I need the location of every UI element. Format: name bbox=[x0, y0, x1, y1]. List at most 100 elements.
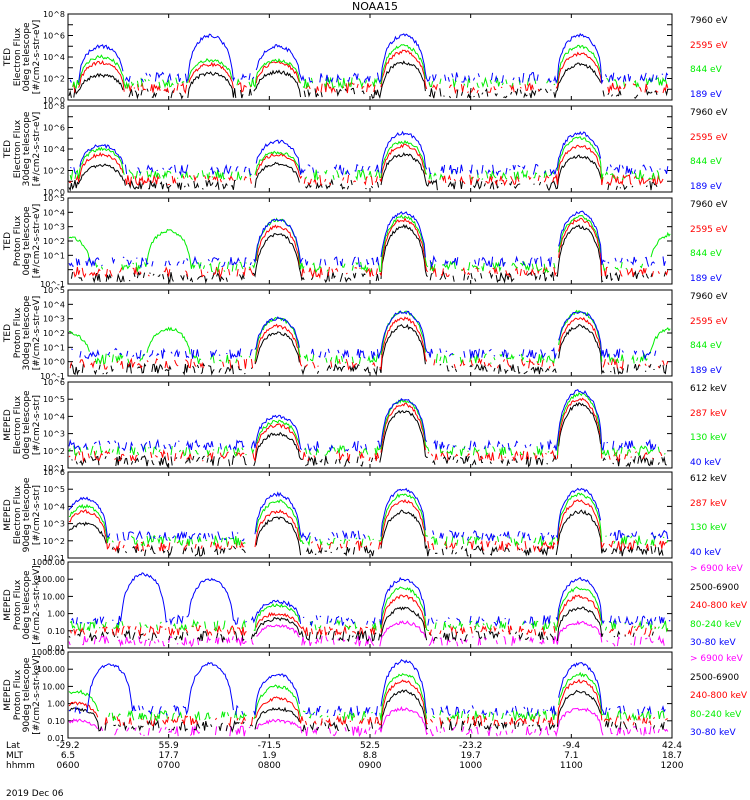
y-tick-label: 10^4 bbox=[43, 502, 65, 511]
y-axis-label: MEPED Electron Flux 0deg telescope [#/cm2-s… bbox=[3, 382, 42, 468]
y-axis-label-line: [#/cm2-s-str] bbox=[31, 394, 42, 456]
y-tick-label: 10^3 bbox=[43, 315, 65, 324]
series-line-189-ev bbox=[69, 32, 669, 85]
series-line-7960-ev bbox=[69, 153, 668, 190]
y-tick-label: 100.00 bbox=[37, 665, 65, 674]
x-tick-label: 0600 bbox=[56, 761, 80, 771]
legend-item: 844 eV bbox=[690, 157, 722, 168]
x-tick-label: 0700 bbox=[157, 761, 181, 771]
y-axis-label-line: [#/cm2-s-str-eV] bbox=[31, 295, 42, 371]
series-line-287-kev bbox=[68, 498, 667, 553]
y-tick-label: 10^1 bbox=[43, 251, 65, 260]
x-tick-label: 42.4 bbox=[661, 741, 683, 751]
series-line-844-ev bbox=[68, 309, 671, 365]
panel-frame bbox=[67, 561, 673, 649]
series-line-2500-6900 bbox=[69, 607, 670, 641]
legend-item: 287 keV bbox=[690, 408, 727, 419]
legend-item: 612 keV bbox=[690, 474, 727, 484]
y-tick-label: 0.01 bbox=[47, 644, 65, 653]
x-tick-label: 19.7 bbox=[460, 751, 481, 761]
y-tick-label: 10^5 bbox=[43, 485, 65, 494]
y-tick-label: 1000.00 bbox=[32, 648, 65, 657]
y-tick-label: 10^-1 bbox=[40, 280, 65, 289]
legend-item: 2595 eV bbox=[690, 40, 728, 51]
x-tick-label: 1100 bbox=[559, 761, 583, 771]
series-line-844-ev bbox=[68, 214, 671, 274]
legend-item: 189 eV bbox=[690, 274, 722, 284]
legend: 7960 eV 2595 eV 844 eV 189 eV bbox=[690, 290, 750, 376]
x-tick-label: 1200 bbox=[660, 761, 684, 771]
panel-meped-e-0: 10^1 10^2 10^3 10^4 10^5 10^6 bbox=[43, 378, 673, 473]
x-axis-row-name: hhmm bbox=[6, 761, 35, 771]
legend-item: 80-240 keV bbox=[690, 619, 742, 630]
legend-item: 844 eV bbox=[690, 249, 722, 260]
legend: 7960 eV 2595 eV 844 eV 189 eV bbox=[690, 14, 750, 100]
y-tick-label: 1.00 bbox=[47, 700, 65, 709]
legend-item: 189 eV bbox=[690, 182, 722, 192]
legend-item: 2500-6900 bbox=[690, 582, 740, 593]
x-tick-label: 7.1 bbox=[564, 751, 579, 761]
y-tick-label: 10^1 bbox=[43, 554, 65, 563]
legend-item: > 6900 keV bbox=[690, 564, 743, 574]
panel-ted-p-30: 10^-1 10^0 10^1 10^2 10^3 10^4 10^5 bbox=[40, 286, 673, 381]
y-tick-label: 10^2 bbox=[43, 237, 65, 246]
series-line-189-ev bbox=[70, 130, 669, 177]
series-line-844-ev bbox=[73, 45, 671, 88]
series-line-40-kev bbox=[69, 489, 670, 541]
legend-item: 80-240 keV bbox=[690, 709, 742, 720]
x-tick-label: -29.2 bbox=[56, 741, 80, 751]
y-tick-label: 10^1 bbox=[43, 343, 65, 352]
series-line-30-80-kev bbox=[69, 660, 670, 716]
series-line-2500-6900 bbox=[69, 690, 670, 731]
y-axis-label-line: [#/cm2-s-str-keV] bbox=[31, 655, 42, 735]
x-tick-label: -71.5 bbox=[257, 741, 281, 751]
y-tick-label: 10.00 bbox=[42, 682, 65, 691]
legend-item: 240-800 keV bbox=[690, 691, 748, 701]
x-tick-label: 52.5 bbox=[359, 741, 381, 751]
y-tick-label: 0.01 bbox=[47, 734, 65, 743]
series-line--6900-kev bbox=[69, 621, 670, 646]
y-axis-label-line: [#/cm2-s-str-eV] bbox=[31, 111, 42, 187]
legend: > 6900 keV 2500-6900 240-800 keV 80-240 keV… bbox=[690, 562, 750, 648]
plot-title: NOAA15 bbox=[351, 0, 399, 13]
panel-meped-p-90: 0.01 0.10 1.00 10.00 100.00 1000.00 bbox=[32, 648, 673, 743]
y-tick-label: 10^8 bbox=[43, 102, 65, 111]
series-line-2595-ev bbox=[73, 50, 671, 93]
y-tick-label: 10^6 bbox=[43, 124, 65, 133]
legend-item: 130 keV bbox=[690, 523, 727, 534]
x-axis-row-name: Lat bbox=[6, 741, 21, 751]
legend-item: 844 eV bbox=[690, 65, 722, 76]
y-tick-label: 10^8 bbox=[43, 10, 65, 19]
panel-meped-p-0: 0.01 0.10 1.00 10.00 100.00 1000.00 bbox=[32, 558, 673, 653]
x-tick-label: 18.7 bbox=[661, 751, 683, 761]
y-tick-label: 10^2 bbox=[43, 329, 65, 338]
x-tick-label: -9.4 bbox=[562, 741, 581, 751]
series-line-7960-ev bbox=[68, 60, 669, 100]
x-tick-label: 6.5 bbox=[60, 751, 76, 761]
legend-item: 2595 eV bbox=[690, 224, 728, 235]
legend-item: > 6900 keV bbox=[690, 654, 743, 664]
legend: 612 keV 287 keV 130 keV 40 keV bbox=[690, 382, 750, 468]
legend-item: 7960 eV bbox=[690, 16, 728, 26]
y-tick-label: 1.00 bbox=[47, 610, 65, 619]
series-line-2595-ev bbox=[69, 144, 670, 185]
legend-item: 189 eV bbox=[690, 366, 722, 376]
y-tick-label: 10^5 bbox=[43, 194, 65, 203]
series-line-844-ev bbox=[70, 137, 670, 180]
series-line-240-800-kev bbox=[68, 678, 668, 728]
panel-ted-p-0: 10^-1 10^1 10^2 10^3 10^4 10^5 bbox=[40, 194, 673, 289]
x-tick-label: 55.9 bbox=[158, 741, 179, 751]
y-tick-label: 0.10 bbox=[47, 627, 65, 636]
legend-item: 7960 eV bbox=[690, 108, 728, 118]
y-tick-label: 10^5 bbox=[43, 286, 65, 295]
y-tick-label: 10^2 bbox=[43, 447, 65, 456]
legend-item: 612 keV bbox=[690, 384, 727, 394]
series-line-2595-ev bbox=[73, 217, 669, 280]
y-tick-label: 10^3 bbox=[43, 430, 65, 439]
legend-item: 7960 eV bbox=[690, 292, 728, 302]
y-tick-label: 10^3 bbox=[43, 223, 65, 232]
y-tick-label: 10^2 bbox=[43, 537, 65, 546]
y-tick-label: 10^0 bbox=[43, 358, 65, 367]
y-tick-label: 10^4 bbox=[43, 300, 65, 309]
